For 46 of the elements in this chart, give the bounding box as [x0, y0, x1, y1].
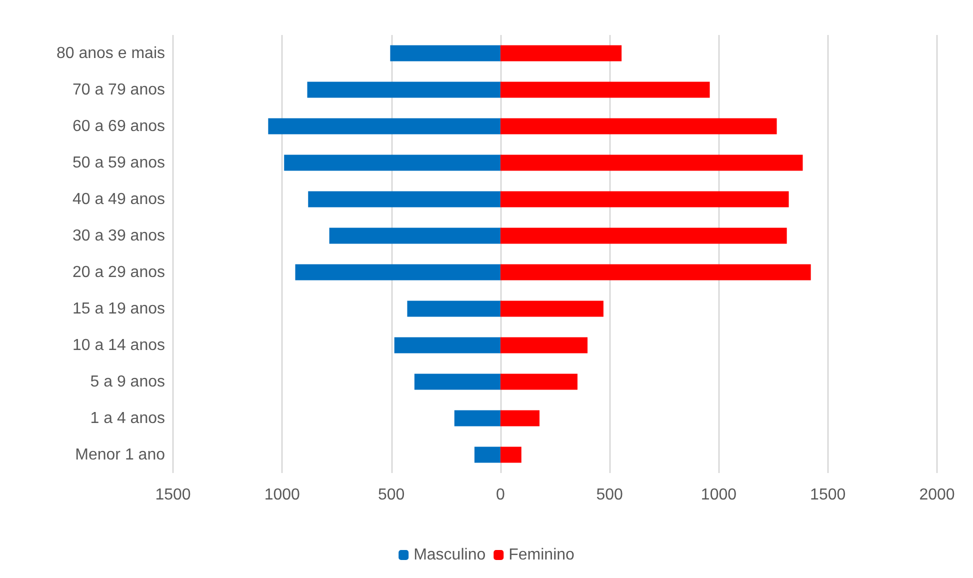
legend-label: Feminino: [508, 546, 575, 564]
x-tick-label: 1000: [264, 486, 300, 504]
y-tick-label: 40 a 49 anos: [72, 190, 165, 208]
x-tick-label: 1500: [810, 486, 846, 504]
bar: [414, 374, 500, 390]
y-tick-label: 70 a 79 anos: [72, 81, 165, 98]
bar: [500, 118, 777, 134]
bar: [500, 264, 811, 280]
y-tick-label: 80 anos e mais: [56, 44, 165, 62]
bar: [394, 337, 500, 354]
x-tick-label: 500: [378, 486, 405, 504]
y-tick-label: 50 a 59 anos: [72, 154, 165, 172]
x-tick-label: 1500: [155, 486, 191, 504]
x-tick-label: 500: [596, 486, 624, 504]
bar: [500, 228, 787, 244]
bar: [308, 191, 500, 208]
bar: [295, 264, 500, 280]
bar: [500, 82, 710, 98]
bar: [407, 300, 500, 317]
y-tick-label: 5 a 9 anos: [90, 373, 165, 390]
bar: [307, 82, 500, 98]
bar: [500, 300, 604, 317]
bar: [500, 374, 578, 390]
bar: [474, 446, 500, 463]
bar: [500, 337, 588, 354]
y-tick-label: 15 a 19 anos: [72, 300, 165, 318]
bar: [268, 118, 500, 134]
x-tick-label: 0: [496, 486, 505, 504]
bar: [390, 45, 500, 62]
bar: [500, 154, 803, 171]
y-tick-label: 10 a 14 anos: [72, 336, 165, 354]
legend-label: Masculino: [414, 546, 486, 564]
bar: [500, 410, 540, 426]
bar: [500, 446, 522, 463]
bar: [284, 154, 500, 171]
bar: [500, 191, 789, 208]
y-tick-label: Menor 1 ano: [75, 446, 166, 464]
bar: [500, 45, 622, 62]
y-tick-label: 1 a 4 anos: [90, 410, 165, 427]
bar: [329, 228, 500, 244]
x-tick-label: 1000: [700, 486, 737, 504]
y-tick-label: 20 a 29 anos: [72, 264, 165, 281]
y-tick-label: 30 a 39 anos: [72, 227, 165, 244]
bar: [454, 410, 500, 426]
y-tick-label: 60 a 69 anos: [72, 118, 165, 135]
x-tick-label: 2000: [919, 486, 955, 504]
